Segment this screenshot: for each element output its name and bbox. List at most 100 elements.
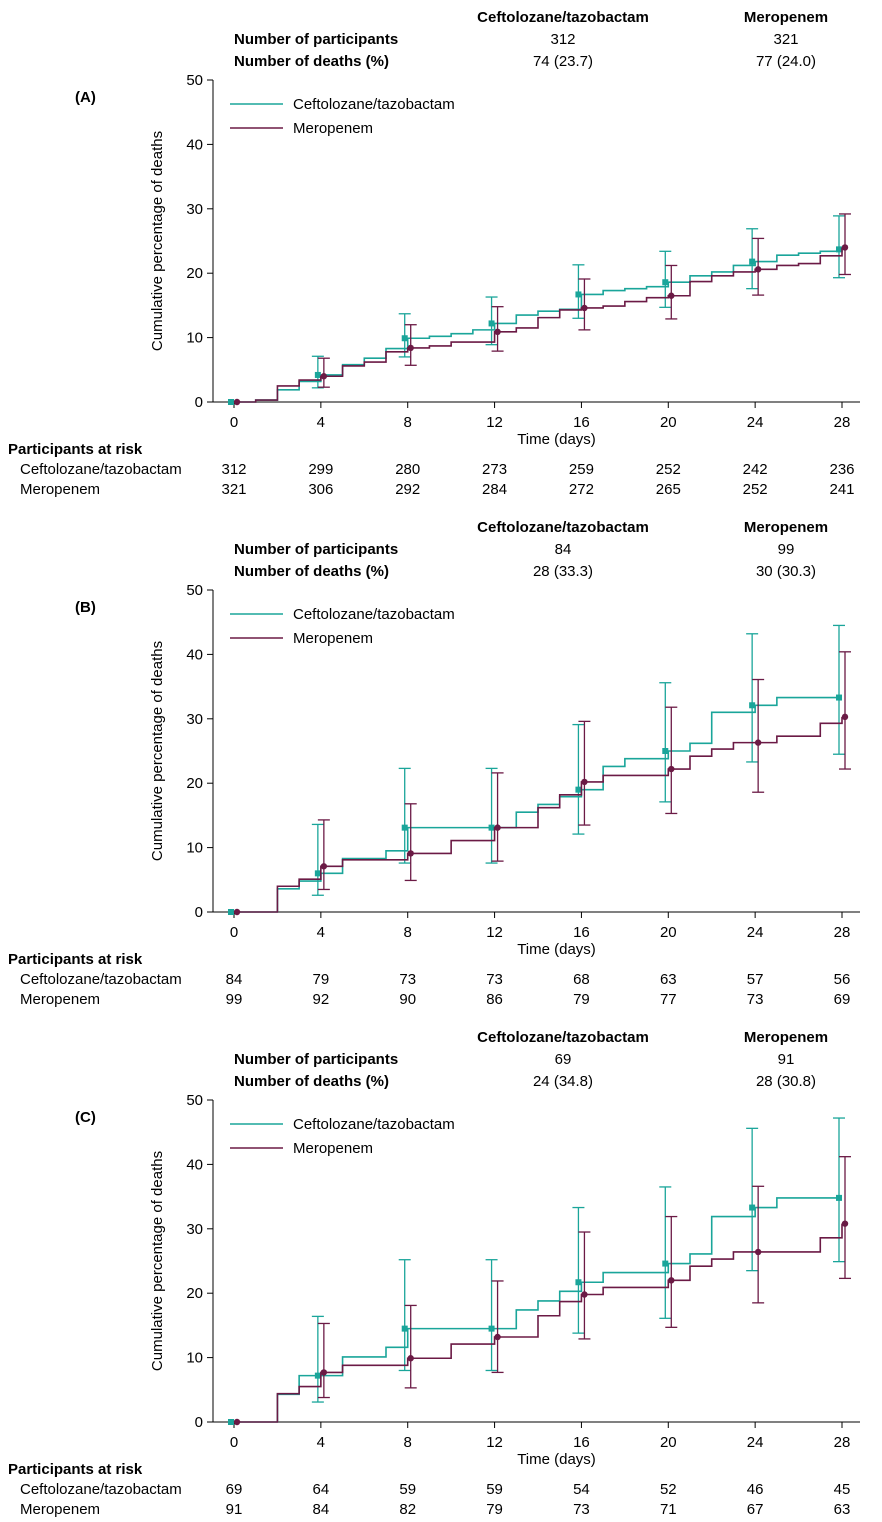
point-marker-meropenem (841, 713, 849, 721)
summary-row-label: Number of deaths (%) (234, 1073, 389, 1090)
summary-col-header: Meropenem (744, 9, 828, 26)
x-tick-label: 28 (834, 414, 851, 431)
y-axis-title: Cumulative percentage of deaths (149, 641, 166, 861)
point-marker-meropenem (754, 739, 762, 746)
x-tick-label: 4 (317, 414, 325, 431)
point-marker-meropenem (233, 908, 241, 916)
x-tick-label: 20 (660, 1434, 677, 1451)
at-risk-value: 236 (829, 461, 854, 478)
at-risk-value: 252 (743, 481, 768, 498)
at-risk-value: 79 (313, 971, 330, 988)
point-marker-meropenem (754, 1248, 762, 1256)
km-panel-a: Ceftolozane/tazobactam Meropenem Number of… (0, 0, 882, 500)
summary-value: 84 (555, 541, 572, 558)
at-risk-value: 68 (573, 971, 590, 988)
summary-value: 69 (555, 1051, 572, 1068)
y-tick-label: 10 (186, 1350, 203, 1367)
at-risk-value: 299 (308, 461, 333, 478)
step-line-meropenem (234, 247, 843, 403)
x-tick-label: 0 (230, 924, 238, 941)
x-tick-label: 16 (573, 924, 590, 941)
at-risk-value: 272 (569, 481, 594, 498)
at-risk-value: 84 (313, 1501, 330, 1518)
point-marker-ceftolozane (228, 909, 234, 915)
x-tick-label: 8 (404, 924, 412, 941)
x-tick-label: 28 (834, 1434, 851, 1451)
point-marker-ceftolozane (228, 399, 234, 405)
x-tick-label: 16 (573, 414, 590, 431)
legend-label-ceftolozane: Ceftolozane/tazobactam (293, 606, 455, 623)
summary-col-header: Ceftolozane/tazobactam (477, 519, 649, 536)
summary-row-label: Number of deaths (%) (234, 563, 389, 580)
at-risk-value: 321 (221, 481, 246, 498)
point-marker-meropenem (494, 824, 501, 831)
step-line-ceftolozane (234, 696, 842, 913)
x-tick-label: 20 (660, 414, 677, 431)
at-risk-value: 69 (834, 991, 851, 1008)
at-risk-value: 79 (573, 991, 590, 1008)
at-risk-value: 67 (747, 1501, 764, 1518)
point-marker-ceftolozane (836, 1194, 842, 1201)
at-risk-value: 73 (747, 991, 764, 1008)
step-line-meropenem (234, 716, 843, 913)
at-risk-value: 73 (486, 971, 503, 988)
point-marker-meropenem (320, 1369, 328, 1376)
step-line-ceftolozane (234, 1197, 842, 1423)
y-tick-label: 20 (186, 1285, 203, 1302)
at-risk-value: 91 (226, 1501, 243, 1518)
y-tick-label: 40 (186, 136, 203, 153)
summary-row-label: Number of deaths (%) (234, 53, 389, 70)
x-tick-label: 4 (317, 924, 325, 941)
at-risk-value: 259 (569, 461, 594, 478)
at-risk-value: 265 (656, 481, 681, 498)
x-tick-label: 8 (404, 414, 412, 431)
point-marker-ceftolozane (488, 824, 495, 831)
at-risk-value: 273 (482, 461, 507, 478)
point-marker-meropenem (233, 398, 241, 406)
point-marker-meropenem (320, 373, 328, 380)
x-tick-label: 12 (486, 1434, 503, 1451)
summary-row-label: Number of participants (234, 541, 398, 558)
at-risk-value: 306 (308, 481, 333, 498)
y-tick-label: 0 (195, 394, 203, 411)
x-tick-label: 24 (747, 1434, 764, 1451)
x-tick-label: 8 (404, 1434, 412, 1451)
at-risk-value: 92 (313, 991, 330, 1008)
point-marker-ceftolozane (314, 1372, 321, 1379)
legend-label-meropenem: Meropenem (293, 120, 373, 137)
at-risk-value: 59 (486, 1481, 503, 1498)
x-tick-label: 28 (834, 924, 851, 941)
at-risk-value: 46 (747, 1481, 764, 1498)
point-marker-meropenem (494, 1333, 501, 1341)
point-marker-ceftolozane (749, 702, 756, 709)
legend-label-ceftolozane: Ceftolozane/tazobactam (293, 96, 455, 113)
y-tick-label: 0 (195, 904, 203, 921)
at-risk-value: 54 (573, 1481, 590, 1498)
at-risk-row-label: Meropenem (20, 1501, 100, 1518)
at-risk-value: 82 (399, 1501, 416, 1518)
point-marker-meropenem (233, 1418, 241, 1426)
at-risk-value: 63 (660, 971, 677, 988)
x-axis-title: Time (days) (517, 431, 596, 448)
y-axis-title: Cumulative percentage of deaths (149, 1151, 166, 1371)
at-risk-value: 280 (395, 461, 420, 478)
at-risk-row-label: Ceftolozane/tazobactam (20, 1481, 182, 1498)
at-risk-title: Participants at risk (8, 1461, 143, 1478)
at-risk-value: 52 (660, 1481, 677, 1498)
at-risk-value: 86 (486, 991, 503, 1008)
point-marker-meropenem (668, 292, 675, 299)
point-marker-ceftolozane (401, 824, 408, 831)
y-tick-label: 0 (195, 1414, 203, 1431)
y-tick-label: 30 (186, 711, 203, 728)
x-tick-label: 0 (230, 414, 238, 431)
summary-value: 77 (24.0) (756, 53, 816, 70)
at-risk-value: 45 (834, 1481, 851, 1498)
y-tick-label: 30 (186, 1221, 203, 1238)
point-marker-ceftolozane (488, 320, 495, 327)
summary-value: 99 (778, 541, 795, 558)
point-marker-ceftolozane (662, 748, 669, 754)
y-tick-label: 40 (186, 646, 203, 663)
km-panel-b: Ceftolozane/tazobactam Meropenem Number of… (0, 510, 882, 1010)
y-tick-label: 30 (186, 201, 203, 218)
point-marker-meropenem (407, 850, 414, 857)
